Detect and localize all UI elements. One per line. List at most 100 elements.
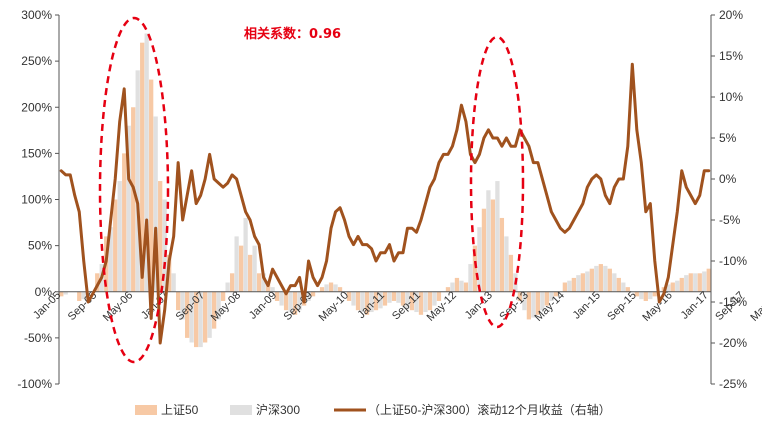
csi300-bar	[63, 291, 68, 295]
legend-swatch-sse50	[135, 405, 157, 415]
highlight-ellipse	[469, 35, 525, 329]
sse50-bar	[203, 291, 208, 343]
sse50-bar	[391, 291, 397, 301]
sse50-bar	[490, 199, 496, 292]
sse50-bar	[445, 287, 451, 292]
csi300-bar	[81, 291, 86, 300]
spread-return-line	[59, 62, 711, 345]
csi300-bar	[180, 291, 185, 320]
csi300-bar	[684, 275, 689, 292]
sse50-bar	[238, 245, 244, 292]
right-tick-label: 0%	[719, 172, 737, 186]
sse50-bar	[59, 291, 64, 297]
left-tick-label: -100%	[17, 377, 52, 391]
csi300-bar	[639, 291, 644, 300]
sse50-bar	[256, 273, 262, 292]
sse50-bar	[418, 291, 424, 315]
highlight-ellipses	[98, 16, 525, 364]
sse50-bar	[122, 153, 127, 292]
csi300-bar	[432, 291, 437, 306]
left-tick-label: 200%	[21, 100, 52, 114]
x-tick-label: Jan-13	[463, 289, 495, 321]
right-tick-label: -20%	[719, 336, 747, 350]
sse50-bar	[319, 287, 325, 292]
csi300-bar	[495, 181, 500, 292]
x-tick-label: Jan-17	[679, 289, 711, 321]
csi300-bar	[324, 284, 329, 292]
csi300-bar	[369, 291, 374, 313]
csi300-bar	[504, 236, 509, 292]
sse50-bar	[634, 291, 639, 297]
sse50-bar	[113, 199, 118, 292]
csi300-bar	[153, 116, 158, 292]
csi300-bar	[297, 291, 302, 311]
sse50-bar	[77, 291, 82, 301]
csi300-bar	[585, 271, 590, 292]
sse50-bar	[265, 282, 271, 292]
csi300-bar	[405, 291, 410, 309]
x-tick-label: May-18	[748, 289, 762, 323]
sse50-bar	[346, 291, 352, 301]
sse50-bar	[643, 291, 648, 301]
csi300-bar	[594, 265, 599, 292]
csi300-bar	[333, 284, 338, 292]
sse50-bar	[220, 291, 226, 301]
sse50-bar	[158, 181, 163, 292]
sse50-bar	[328, 282, 334, 292]
csi300-bar	[252, 245, 257, 292]
legend-swatch-csi300	[230, 405, 252, 415]
csi300-bar	[126, 125, 131, 292]
sse50-bar	[229, 273, 235, 292]
legend-label-sse50: 上证50	[161, 403, 199, 417]
left-tick-label: 150%	[21, 146, 52, 160]
csi300-bar	[486, 190, 491, 292]
left-tick-label: 0%	[35, 285, 53, 299]
x-tick-label: Sep-15	[605, 289, 639, 323]
left-tick-label: -50%	[24, 331, 52, 345]
sse50-bar	[247, 254, 253, 292]
sse50-bar	[463, 282, 469, 292]
csi300-bar	[567, 280, 572, 292]
csi300-bar	[387, 291, 392, 303]
sse50-bar	[571, 277, 576, 292]
sse50-bar	[310, 291, 316, 297]
csi300-bar	[468, 264, 473, 292]
csi300-bar	[423, 291, 428, 313]
sse50-bar	[481, 208, 487, 292]
csi300-bar	[648, 291, 653, 300]
sse50-bar	[625, 287, 630, 292]
sse50-bar	[337, 287, 343, 292]
csi300-bar	[459, 280, 464, 292]
right-tick-label: 15%	[719, 49, 743, 63]
csi300-bar	[702, 271, 707, 292]
csi300-bar	[675, 280, 680, 292]
sse50-bar	[409, 291, 415, 311]
csi300-bar	[108, 227, 113, 292]
sse50-bar	[580, 273, 585, 292]
sse50-bar	[373, 291, 379, 311]
sse50-bar	[535, 291, 541, 315]
csi300-bar	[549, 291, 554, 301]
sse50-bar	[652, 291, 657, 297]
sse50-bar	[553, 291, 558, 297]
sse50-bar	[517, 291, 523, 301]
right-tick-label: -25%	[719, 377, 747, 391]
sse50-bar	[427, 291, 433, 311]
sse50-bar	[149, 79, 154, 292]
sse50-bar	[688, 273, 693, 292]
csi300-bar	[450, 282, 455, 292]
sse50-bar	[454, 277, 460, 292]
x-tick-label: Jan-15	[571, 289, 603, 321]
csi300-bar	[693, 273, 698, 292]
csi300-bar	[189, 291, 194, 343]
right-tick-label: -5%	[719, 213, 741, 227]
right-tick-label: -15%	[719, 295, 747, 309]
sse50-bar	[400, 291, 406, 306]
csi300-bar	[288, 291, 293, 313]
sse50-bar	[670, 282, 675, 292]
sse50-bar	[706, 268, 711, 292]
x-tick-label: May-10	[317, 289, 351, 323]
correlation-annotation: 相关系数：0.96	[244, 26, 341, 42]
sse50-bar	[355, 291, 361, 311]
